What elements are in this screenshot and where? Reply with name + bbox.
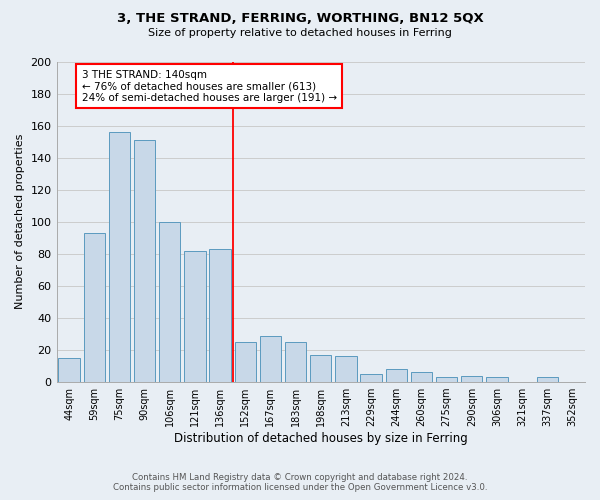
Bar xyxy=(109,132,130,382)
Bar xyxy=(159,222,181,382)
Bar xyxy=(536,378,558,382)
Bar xyxy=(260,336,281,382)
Text: 3, THE STRAND, FERRING, WORTHING, BN12 5QX: 3, THE STRAND, FERRING, WORTHING, BN12 5… xyxy=(116,12,484,26)
Bar xyxy=(310,355,331,382)
Bar xyxy=(335,356,356,382)
Bar xyxy=(486,378,508,382)
Bar xyxy=(134,140,155,382)
Bar xyxy=(436,378,457,382)
X-axis label: Distribution of detached houses by size in Ferring: Distribution of detached houses by size … xyxy=(174,432,467,445)
Bar xyxy=(209,249,231,382)
Y-axis label: Number of detached properties: Number of detached properties xyxy=(15,134,25,310)
Bar xyxy=(386,370,407,382)
Bar xyxy=(361,374,382,382)
Bar xyxy=(58,358,80,382)
Text: Size of property relative to detached houses in Ferring: Size of property relative to detached ho… xyxy=(148,28,452,38)
Text: Contains HM Land Registry data © Crown copyright and database right 2024.
Contai: Contains HM Land Registry data © Crown c… xyxy=(113,473,487,492)
Bar xyxy=(285,342,307,382)
Bar xyxy=(461,376,482,382)
Bar xyxy=(83,233,105,382)
Bar xyxy=(235,342,256,382)
Text: 3 THE STRAND: 140sqm
← 76% of detached houses are smaller (613)
24% of semi-deta: 3 THE STRAND: 140sqm ← 76% of detached h… xyxy=(82,70,337,102)
Bar xyxy=(411,372,432,382)
Bar xyxy=(184,250,206,382)
